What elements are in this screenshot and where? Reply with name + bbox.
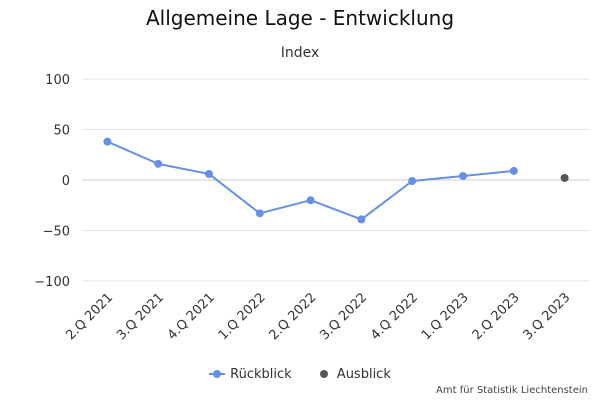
x-tick-label: 4.Q 2021	[165, 290, 218, 343]
y-tick-label: 0	[62, 174, 70, 189]
x-tick-label: 3.Q 2023	[520, 290, 573, 343]
series-line-0	[106, 140, 514, 221]
legend-item-ausblick[interactable]: Ausblick	[316, 367, 391, 382]
x-tick-label: 4.Q 2022	[368, 290, 421, 343]
x-tick-label: 2.Q 2022	[266, 290, 319, 343]
x-tick-label: 2.Q 2021	[63, 290, 116, 343]
data-point	[306, 196, 315, 205]
x-tick-label: 1.Q 2022	[216, 290, 269, 343]
legend-label-ausblick: Ausblick	[336, 366, 391, 382]
data-point	[408, 177, 417, 186]
y-tick-label: 50	[53, 124, 70, 139]
data-point	[459, 171, 467, 180]
y-tick-label: −100	[34, 275, 70, 290]
data-point	[205, 169, 213, 178]
credits[interactable]: Amt für Statistik Liechtenstein	[436, 385, 588, 396]
x-tick-label: 3.Q 2022	[317, 290, 370, 343]
data-point	[154, 159, 163, 168]
data-point	[560, 173, 569, 182]
y-tick-label: 100	[45, 73, 70, 88]
legend-label-rueckblick: Rückblick	[230, 366, 292, 382]
data-point	[357, 215, 366, 224]
y-tick-label: −50	[43, 225, 70, 240]
x-tick-label: 2.Q 2023	[470, 290, 523, 343]
data-point	[509, 166, 518, 175]
legend-item-rueckblick[interactable]: Rückblick	[209, 367, 292, 382]
x-tick-label: 3.Q 2021	[114, 290, 167, 343]
x-tick-label: 1.Q 2023	[419, 290, 472, 343]
legend-marker-ausblick	[316, 370, 332, 378]
chart-subtitle: Index	[280, 45, 320, 61]
legend: Rückblick Ausblick	[0, 364, 600, 382]
legend-marker-rueckblick	[209, 370, 226, 378]
chart-title: Allgemeine Lage - Entwicklung	[145, 6, 455, 30]
data-point	[255, 209, 264, 218]
data-point	[103, 137, 112, 146]
